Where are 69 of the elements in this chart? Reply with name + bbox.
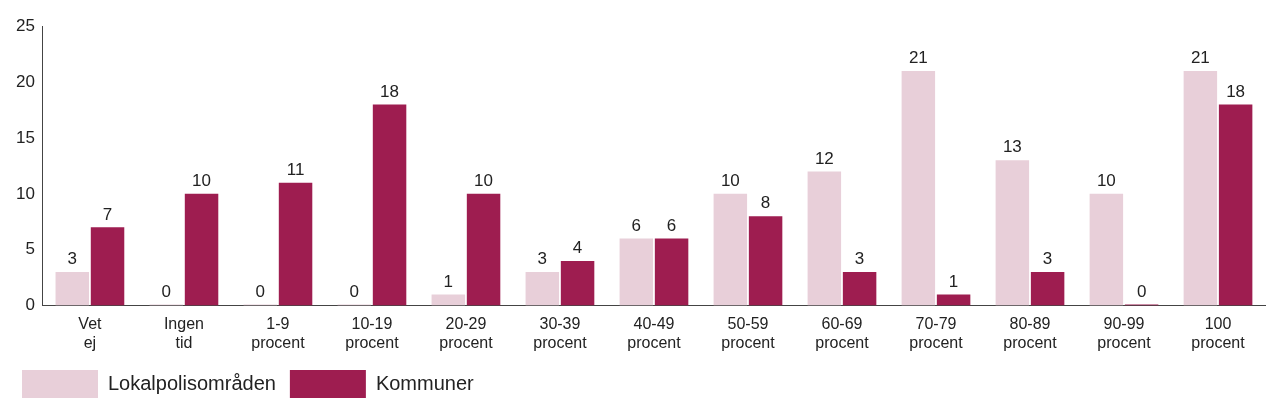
data-label: 0 [1136, 281, 1147, 301]
y-tick-label: 10 [15, 183, 35, 203]
data-label: 11 [286, 159, 305, 179]
data-label: 0 [349, 281, 360, 301]
data-label: 12 [814, 148, 834, 168]
data-label: 0 [255, 281, 266, 301]
data-label: 10 [192, 171, 212, 191]
bar [55, 272, 90, 306]
data-label: 1 [948, 271, 959, 291]
x-tick-label: 10-19 procent [345, 314, 400, 351]
x-tick-label: 90-99 procent [1097, 314, 1152, 351]
x-tick-label: 1-9 procent [251, 314, 306, 351]
data-label: 8 [760, 193, 771, 213]
bar [1089, 193, 1124, 306]
bar [995, 160, 1030, 306]
legend-label: Kommuner [375, 371, 475, 394]
data-label: 18 [380, 81, 400, 101]
bar [372, 104, 407, 306]
x-tick-label: Ingen tid [163, 314, 204, 351]
bar [1183, 70, 1218, 306]
data-label: 21 [1190, 48, 1210, 68]
x-tick-label: 20-29 procent [439, 314, 494, 351]
bar [807, 171, 842, 306]
bar [90, 227, 125, 306]
data-label: 4 [572, 238, 583, 258]
data-label: 3 [67, 249, 78, 269]
bar [431, 294, 466, 306]
data-label: 6 [631, 215, 642, 235]
x-tick-label: 40-49 procent [627, 314, 682, 351]
bar [901, 70, 936, 306]
x-tick-label: 80-89 procent [1003, 314, 1058, 351]
x-tick-label: 30-39 procent [533, 314, 588, 351]
y-tick-label: 25 [15, 15, 35, 35]
data-label: 18 [1226, 81, 1246, 101]
y-tick-label: 15 [15, 127, 35, 147]
bar [654, 238, 689, 306]
data-label: 3 [854, 249, 865, 269]
data-label: 7 [102, 204, 113, 224]
bar [619, 238, 654, 306]
data-label: 10 [720, 171, 740, 191]
bar [1218, 104, 1253, 306]
y-tick-label: 20 [15, 71, 35, 91]
x-tick-label: 60-69 procent [815, 314, 870, 351]
bar [1030, 272, 1065, 306]
data-label: 13 [1002, 137, 1022, 157]
data-label: 1 [443, 271, 454, 291]
bar [842, 272, 877, 306]
data-label: 3 [1042, 249, 1053, 269]
bar [713, 193, 748, 306]
x-tick-label: 100 procent [1191, 314, 1246, 351]
bar [560, 260, 595, 306]
data-label: 10 [1096, 171, 1116, 191]
bar [748, 216, 783, 306]
data-label: 0 [161, 281, 172, 301]
data-label: 21 [908, 48, 928, 68]
y-tick-label: 5 [25, 239, 35, 259]
x-tick-label: 70-79 procent [909, 314, 964, 351]
legend-label: Lokalpolisområden [108, 371, 276, 394]
x-tick-label: Vet ej [78, 314, 103, 351]
data-label: 3 [537, 249, 548, 269]
y-tick-label: 0 [25, 295, 35, 315]
data-label: 6 [666, 215, 677, 235]
x-tick-label: 50-59 procent [721, 314, 776, 351]
bar [278, 182, 313, 306]
bar [184, 193, 219, 306]
data-label: 10 [474, 171, 494, 191]
bar [525, 272, 560, 306]
bar [936, 294, 971, 306]
bar [466, 193, 501, 306]
